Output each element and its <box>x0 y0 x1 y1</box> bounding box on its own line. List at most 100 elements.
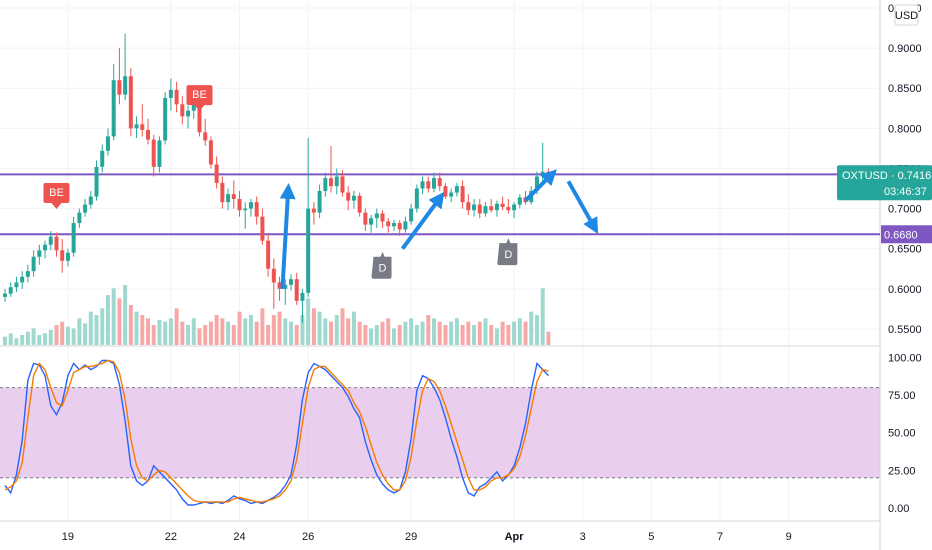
candle <box>346 192 351 201</box>
volume-bar <box>380 321 385 345</box>
candle <box>334 176 339 187</box>
volume-bar <box>432 318 436 345</box>
candle <box>374 213 379 219</box>
volume-bar <box>363 325 368 345</box>
level-price-label: 0.6680 <box>884 229 918 241</box>
volume-bar <box>163 321 168 345</box>
volume-bar <box>289 321 293 345</box>
volume-bar <box>311 308 316 345</box>
volume-bar <box>489 325 494 345</box>
candle <box>43 244 48 251</box>
candle <box>403 221 408 230</box>
candle <box>260 216 265 241</box>
candle <box>483 206 488 214</box>
stochastic-panel <box>0 359 880 506</box>
candle <box>71 223 76 253</box>
volume-bar <box>186 325 191 345</box>
volume-bar <box>529 311 534 345</box>
volume-bar <box>340 308 345 345</box>
time-tick-label: 3 <box>580 531 586 543</box>
time-tick-label: 5 <box>648 531 654 543</box>
level-price-tag <box>881 225 932 244</box>
candle <box>248 202 253 209</box>
volume-bar <box>111 288 116 345</box>
time-tick-label: 22 <box>165 531 177 543</box>
candle <box>220 182 225 203</box>
candle <box>128 76 133 129</box>
volume-bar <box>254 321 259 345</box>
trend-arrow <box>400 191 445 250</box>
volume-bar <box>157 320 162 345</box>
stoch-tick-label: 0.00 <box>888 503 909 515</box>
be-badge <box>186 85 213 112</box>
candle <box>317 190 322 213</box>
volume-bar <box>134 311 139 345</box>
candle <box>151 139 156 167</box>
volume-bar <box>151 325 156 345</box>
candle <box>77 212 82 224</box>
candle <box>20 276 25 283</box>
candle <box>500 203 505 207</box>
candle <box>266 240 271 269</box>
candle <box>289 279 293 285</box>
volume-bar <box>271 315 276 345</box>
volume-bar <box>20 335 25 345</box>
price-tick-label: 0.6500 <box>888 244 922 256</box>
candle <box>506 206 511 211</box>
candle <box>186 110 191 117</box>
volume-bar <box>477 321 482 345</box>
volume-bar <box>168 318 173 345</box>
be-badge-label: BE <box>192 89 207 101</box>
candle <box>420 181 425 189</box>
volume-bar <box>546 331 551 345</box>
volume-bar <box>414 325 419 345</box>
volume-bar <box>472 325 477 345</box>
volume-bar <box>369 328 374 345</box>
candle <box>283 284 288 289</box>
candle <box>329 178 334 187</box>
volume-bar <box>105 295 110 345</box>
candle <box>83 204 88 213</box>
volume-bar <box>208 321 213 345</box>
volume-bar <box>31 328 36 345</box>
candle <box>306 208 311 293</box>
candle <box>203 132 208 141</box>
stoch-line <box>4 359 549 503</box>
candle <box>357 195 362 213</box>
candle <box>174 89 179 105</box>
price-tick-label: 0.7000 <box>888 204 922 216</box>
candle <box>226 194 231 203</box>
candle <box>426 181 431 189</box>
volume-bar <box>534 315 539 345</box>
volume-bar <box>100 308 105 345</box>
price-candles <box>3 33 551 323</box>
stoch-tick-label: 25.00 <box>888 465 916 477</box>
candle <box>277 282 282 289</box>
volume-bar <box>517 318 522 345</box>
d-marker <box>497 238 518 266</box>
candle <box>134 124 139 129</box>
candle <box>117 80 122 95</box>
candle <box>208 140 213 165</box>
volume-bar <box>306 298 311 345</box>
candle <box>14 282 19 288</box>
candle <box>512 204 517 211</box>
volume-bar <box>140 315 145 345</box>
stoch-tick-label: 50.00 <box>888 428 916 440</box>
time-tick-label: 26 <box>302 531 314 543</box>
candle <box>414 188 419 209</box>
time-tick-label: 24 <box>233 531 245 543</box>
candle <box>466 202 471 211</box>
candle <box>8 287 13 294</box>
volume-bar <box>203 325 208 345</box>
candle <box>300 292 305 301</box>
candle <box>386 221 391 227</box>
volume-bar <box>260 308 265 345</box>
candle <box>37 250 42 257</box>
candle <box>146 129 150 140</box>
candle <box>180 104 185 117</box>
volume-bar <box>220 318 225 345</box>
time-tick-label: 19 <box>62 531 74 543</box>
candle <box>437 178 442 187</box>
